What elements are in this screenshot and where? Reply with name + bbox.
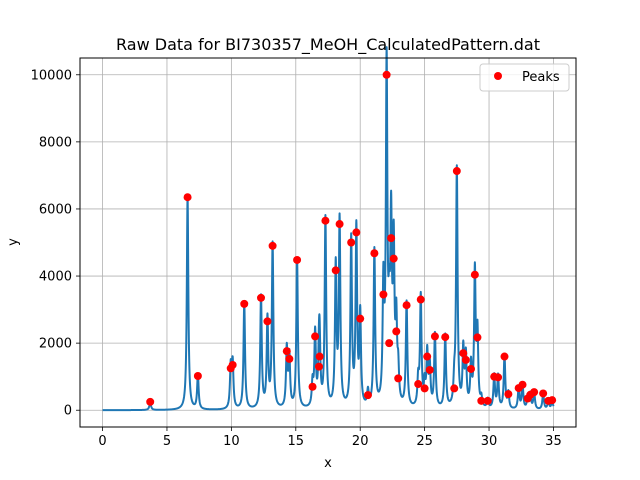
- x-tick-label: 15: [288, 434, 305, 449]
- legend-box: [479, 63, 570, 92]
- peak-marker: [356, 314, 365, 323]
- peak-marker: [467, 364, 476, 373]
- peak-marker: [470, 270, 479, 279]
- peak-marker: [450, 384, 459, 393]
- peak-marker: [414, 380, 423, 389]
- peak-marker: [392, 327, 401, 336]
- peak-marker: [335, 220, 344, 229]
- peak-marker: [548, 396, 557, 405]
- legend-peaks-label: Peaks: [522, 70, 560, 85]
- x-axis-ticks: 0 5 10 15 20 25 30 35: [98, 427, 562, 449]
- peak-marker: [452, 167, 461, 176]
- peak-marker: [394, 374, 403, 383]
- x-tick-label: 0: [98, 434, 106, 449]
- y-axis-ticks: 0 2000 4000 6000 8000 10000: [31, 68, 80, 419]
- peak-marker: [477, 396, 486, 405]
- x-tick-label: 30: [481, 434, 498, 449]
- peak-marker: [240, 299, 249, 308]
- legend: Peaks: [479, 63, 570, 92]
- peak-marker: [441, 333, 450, 342]
- peak-marker: [416, 295, 425, 304]
- peak-marker: [311, 332, 320, 341]
- peak-marker: [379, 290, 388, 299]
- plot-frame: [79, 57, 577, 428]
- peak-marker: [420, 384, 429, 393]
- peak-marker: [315, 352, 324, 361]
- legend-peaks-marker: [494, 72, 502, 80]
- series-line-path: [101, 46, 555, 412]
- x-tick-label: 10: [223, 434, 240, 449]
- x-tick-label: 35: [545, 434, 562, 449]
- peak-marker: [483, 396, 492, 405]
- y-tick-label: 0: [64, 404, 72, 419]
- x-tick-label: 20: [352, 434, 369, 449]
- x-tick-label: 5: [163, 434, 171, 449]
- peak-marker: [183, 193, 192, 202]
- peak-marker: [347, 238, 356, 247]
- peak-marker: [389, 254, 398, 263]
- peak-marker: [430, 332, 439, 341]
- peak-marker: [321, 216, 330, 225]
- peak-marker: [494, 373, 503, 382]
- peak-marker: [425, 365, 434, 374]
- peak-marker: [370, 249, 379, 258]
- series-line: [101, 46, 555, 412]
- peak-marker: [504, 390, 513, 399]
- peak-marker: [387, 234, 396, 243]
- peak-marker: [539, 389, 548, 398]
- peak-marker: [459, 349, 468, 358]
- peak-marker: [146, 397, 155, 406]
- peak-marker: [331, 266, 340, 275]
- peak-marker: [268, 241, 277, 250]
- y-tick-label: 10000: [31, 68, 72, 83]
- x-tick-label: 25: [416, 434, 433, 449]
- peak-marker: [423, 352, 432, 361]
- peak-marker: [461, 355, 470, 364]
- peak-marker: [500, 352, 509, 361]
- y-tick-label: 2000: [39, 337, 72, 352]
- peak-marker: [263, 317, 272, 326]
- peak-marker: [282, 347, 291, 356]
- peak-marker: [314, 362, 323, 371]
- peak-marker: [293, 255, 302, 264]
- peak-marker: [257, 293, 266, 302]
- peak-marker: [473, 333, 482, 342]
- peak-marker: [308, 382, 317, 391]
- chart-title: Raw Data for BI730357_MeOH_CalculatedPat…: [116, 35, 540, 55]
- y-tick-label: 4000: [39, 270, 72, 285]
- y-tick-label: 8000: [39, 135, 72, 150]
- peak-markers: [146, 70, 557, 406]
- peak-marker: [363, 391, 372, 400]
- peak-marker: [382, 70, 391, 79]
- peak-marker: [352, 228, 361, 237]
- peak-marker: [228, 360, 237, 369]
- peak-marker: [385, 339, 394, 348]
- y-tick-label: 6000: [39, 202, 72, 217]
- peak-marker: [530, 388, 539, 397]
- peak-marker: [193, 372, 202, 381]
- peak-marker: [402, 301, 411, 310]
- x-axis-label: x: [324, 456, 332, 471]
- y-axis-label: y: [6, 238, 21, 246]
- peak-marker: [518, 380, 527, 389]
- peak-marker: [285, 354, 294, 363]
